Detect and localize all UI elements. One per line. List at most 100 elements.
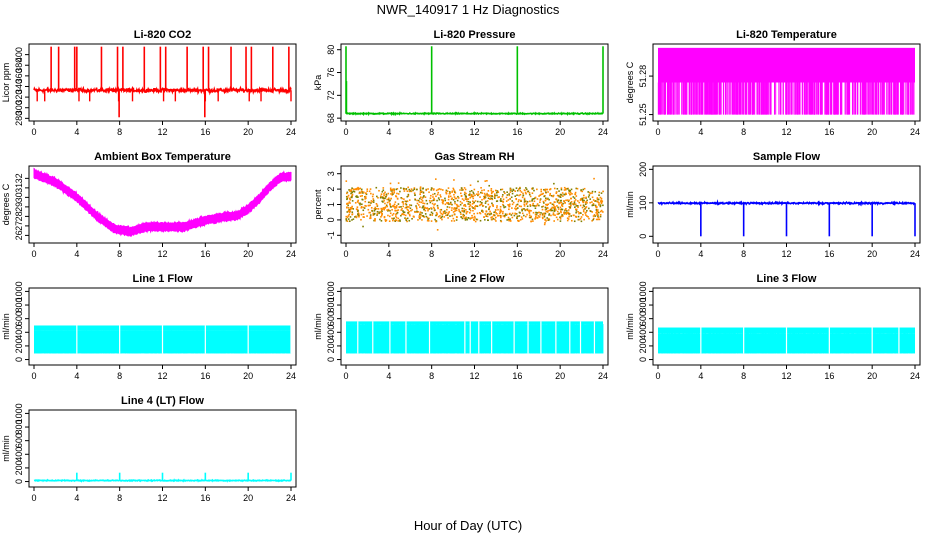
data-point	[573, 200, 576, 203]
data-point	[372, 212, 375, 215]
data-point	[572, 203, 575, 206]
x-tick-label: 8	[429, 371, 434, 381]
x-tick-label: 8	[117, 127, 122, 137]
chart-title: Line 2 Flow	[445, 273, 505, 285]
data-point	[428, 208, 431, 210]
data-point	[408, 213, 411, 216]
data-point	[600, 200, 602, 203]
data-point	[570, 215, 573, 217]
data-point	[484, 180, 487, 182]
data-point	[583, 218, 585, 221]
data-point	[481, 192, 484, 194]
data-point	[458, 208, 460, 211]
data-point	[567, 209, 570, 211]
data-point	[491, 198, 494, 201]
data-point	[464, 195, 467, 197]
chart-panel-2: Li-820 Pressure kPa 0 4 8 12 16 20 24 68 72 76 80	[313, 29, 609, 137]
data-point	[582, 188, 584, 191]
data-point	[588, 194, 591, 196]
data-point	[531, 218, 534, 221]
data-point	[568, 203, 571, 205]
data-point	[492, 204, 494, 206]
data-point	[566, 188, 569, 190]
data-point	[359, 203, 361, 206]
data-point	[392, 193, 394, 195]
data-point	[361, 203, 363, 206]
data-point	[519, 193, 522, 196]
data-point	[479, 196, 481, 198]
data-point	[588, 217, 590, 220]
data-point	[535, 205, 537, 207]
data-point	[520, 191, 523, 193]
data-point	[531, 192, 534, 195]
data-point	[587, 196, 590, 198]
data-point	[372, 198, 375, 200]
data-point	[421, 197, 424, 199]
data-point	[383, 208, 386, 211]
data-point	[367, 204, 370, 207]
data-point	[410, 190, 413, 193]
data-point	[543, 195, 546, 198]
data-point	[439, 217, 442, 219]
data-point	[401, 201, 404, 204]
data-point	[577, 200, 579, 202]
data-point	[445, 189, 448, 192]
x-tick-label: 4	[698, 249, 703, 259]
data-point	[455, 219, 458, 221]
data-point	[408, 199, 411, 201]
data-point	[547, 219, 550, 221]
data-point	[443, 216, 446, 218]
data-point	[381, 210, 383, 213]
data-point	[520, 205, 522, 208]
data-point	[425, 207, 428, 210]
data-point	[406, 208, 409, 211]
data-point	[593, 214, 596, 216]
data-point	[600, 199, 602, 202]
data-point	[357, 199, 360, 202]
data-point	[463, 204, 465, 207]
data-point	[555, 198, 558, 200]
data-point	[561, 205, 564, 208]
data-point	[592, 199, 595, 201]
data-point	[543, 188, 545, 191]
data-point	[573, 220, 576, 223]
x-tick-label: 20	[243, 371, 253, 381]
data-point	[462, 215, 465, 218]
data-point	[399, 220, 401, 222]
data-point	[385, 219, 388, 221]
data-point	[383, 197, 385, 200]
data-point	[495, 211, 497, 214]
data-point	[389, 212, 392, 215]
x-tick-label: 24	[910, 249, 920, 259]
data-point	[470, 217, 473, 219]
data-point	[560, 187, 563, 189]
data-point	[348, 213, 350, 216]
data-point	[446, 208, 448, 211]
data-point	[466, 200, 468, 203]
data-point	[465, 197, 467, 200]
data-point	[374, 208, 377, 211]
data-point	[583, 197, 585, 199]
data-point	[540, 190, 543, 193]
data-point	[600, 202, 603, 204]
data-point	[403, 198, 405, 200]
data-point	[491, 218, 493, 221]
data-point	[351, 211, 354, 213]
data-point	[460, 213, 462, 215]
data-point	[484, 196, 487, 199]
data-point	[441, 213, 444, 216]
data-point	[599, 213, 602, 216]
data-point	[454, 210, 456, 212]
x-tick-label: 8	[429, 127, 434, 137]
data-point	[427, 220, 430, 222]
data-point	[413, 187, 416, 189]
data-point	[419, 211, 422, 214]
data-point	[380, 216, 382, 218]
data-point	[453, 179, 455, 181]
data-point	[450, 209, 453, 212]
data-point	[597, 215, 599, 218]
data-point	[484, 194, 486, 196]
data-point	[579, 211, 581, 214]
x-tick-label: 20	[243, 493, 253, 503]
data-point	[441, 189, 444, 191]
